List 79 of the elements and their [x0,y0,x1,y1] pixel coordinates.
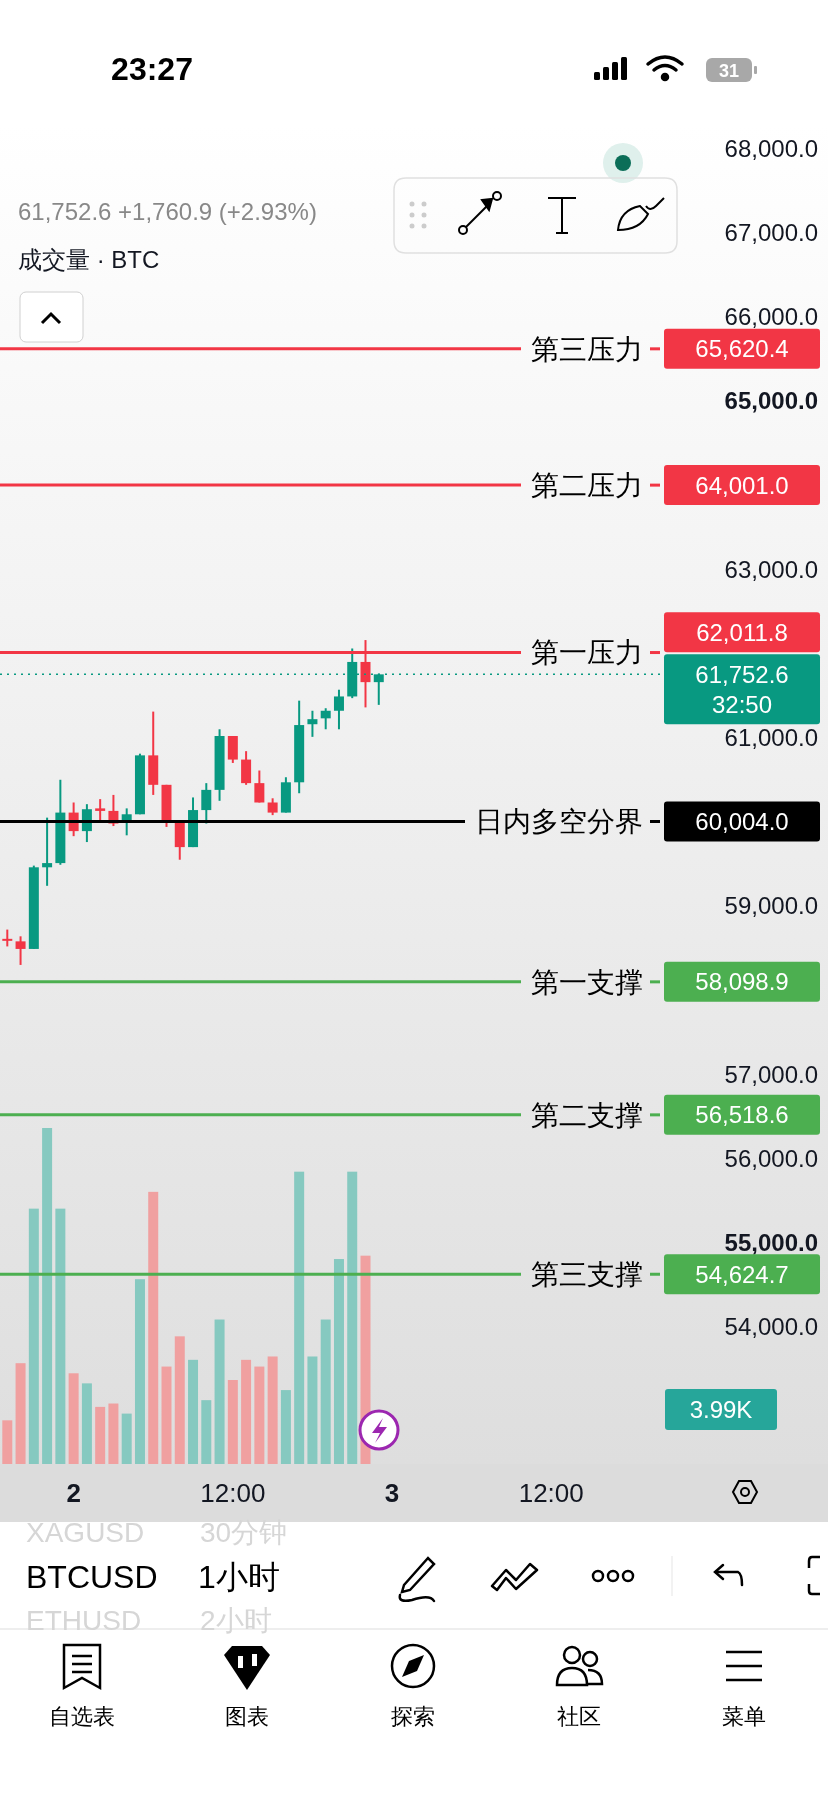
ref-line-label: 第二压力 [531,469,643,501]
bar [81,1383,92,1464]
ref-line-label: 第三压力 [531,333,643,365]
bar [2,1420,13,1464]
bar [121,1413,132,1464]
y-tick-label: 57,000.0 [724,1060,818,1088]
text: BTCUSD [26,1559,158,1595]
bar [320,1319,331,1464]
text: 54,624.7 [695,1260,789,1288]
bar [214,1319,225,1464]
text: 图表 [225,1704,269,1729]
ref-line-label: 第三支撑 [531,1259,643,1291]
text: 探索 [391,1704,435,1729]
bar [347,1171,358,1464]
bar [15,1363,26,1464]
candlestick [307,709,318,738]
bar [95,1406,106,1464]
y-tick-label: 54,000.0 [724,1313,818,1341]
text: 3.99K [689,1396,753,1424]
text: 56,518.6 [695,1101,789,1129]
annotation: 成交量 · BTC [18,246,160,273]
ref-line-label: 日内多空分界 [475,806,643,838]
text: 58,098.9 [695,968,789,996]
bar [188,1359,199,1464]
ref-line-label: 第一压力 [531,637,643,669]
y-tick-label: 59,000.0 [724,892,818,920]
ref-line-label: 第一支撑 [531,966,643,998]
text: 60,004.0 [695,807,789,835]
candlestick [15,935,26,966]
y-tick-label: 66,000.0 [724,303,818,331]
x-tick-label: 2 [66,1478,81,1508]
text: 1小时 [198,1559,280,1595]
bar [254,1366,265,1464]
text: 61,752.6 [695,660,789,688]
bar [108,1403,119,1464]
y-tick-label: 67,000.0 [724,219,818,247]
bar [68,1373,79,1464]
candlestick [42,816,53,887]
x-tick-label: 12:00 [200,1478,266,1508]
bar [267,1356,278,1464]
y-tick-label: 61,000.0 [724,724,818,752]
y-tick-label: 55,000.0 [724,1229,818,1257]
y-tick-label: 56,000.0 [724,1144,818,1172]
bar [294,1171,305,1464]
text: 64,001.0 [695,471,789,499]
y-tick-label: 68,000.0 [724,134,818,162]
text: 菜单 [722,1704,766,1729]
bar [307,1356,318,1464]
x-tick-label: 3 [384,1478,400,1508]
bar [333,1259,344,1464]
x-tick-label: 12:00 [518,1478,584,1508]
bar [42,1128,53,1464]
text: 62,011.8 [696,618,788,646]
candlestick [227,735,238,764]
candlestick [254,769,265,804]
text: 65,620.4 [695,335,789,363]
bar [174,1336,185,1464]
bar [161,1366,172,1464]
text: 32:50 [711,690,773,718]
text: 23:27 [111,51,193,87]
bar [55,1208,66,1464]
bar [134,1279,145,1464]
bar [241,1359,252,1464]
bar [28,1208,39,1464]
y-tick-label: 63,000.0 [724,555,818,583]
candlestick [320,707,331,731]
bar [201,1400,212,1464]
text: 61,752.6 +1,760.9 (+2.93%) [18,198,317,225]
bar [280,1390,291,1464]
candlestick [241,750,252,786]
bar [148,1191,159,1464]
candlestick [333,688,344,731]
bar [227,1380,238,1464]
candlestick [201,782,212,825]
y-tick-label: 65,000.0 [724,387,818,415]
ref-line-label: 第二支撑 [531,1099,643,1131]
text: 社区 [557,1704,601,1729]
text: 自选表 [49,1704,115,1729]
text: 31 [718,61,740,81]
